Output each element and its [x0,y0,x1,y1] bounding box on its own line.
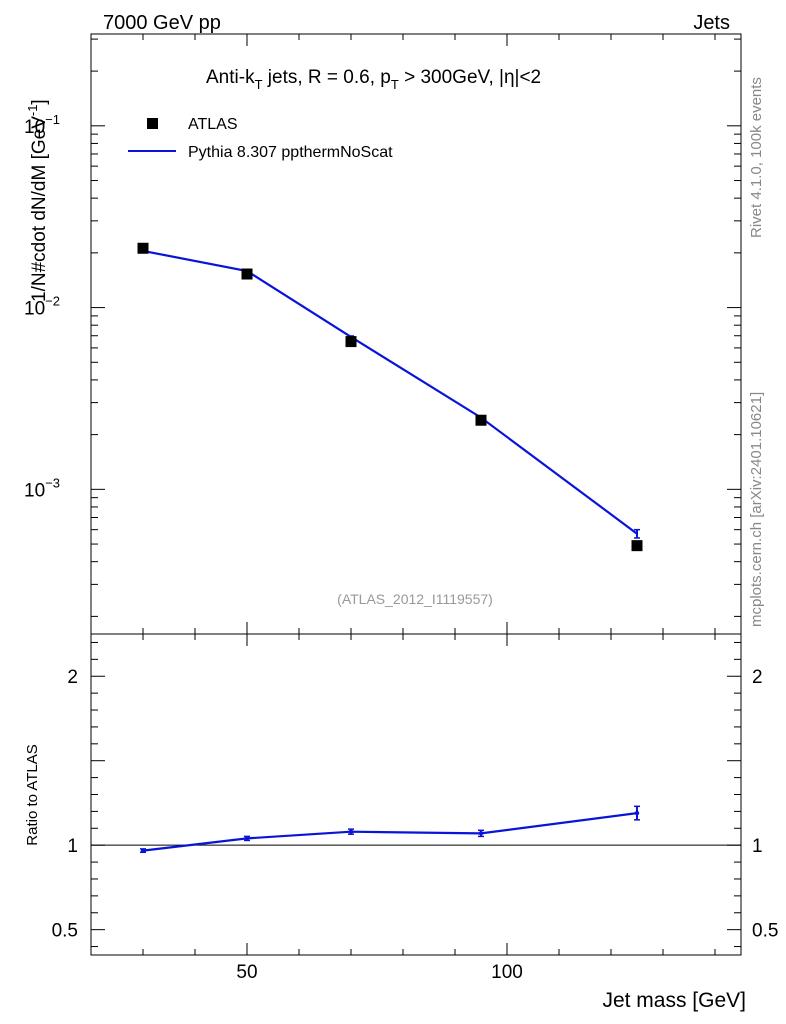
main-y-tick-label: 10−2 [24,294,60,320]
main-y-tick-label: 10−1 [24,112,60,138]
main-plot-title: Anti-kT jets, R = 0.6, pT > 300GeV, |η|<… [206,67,541,92]
ratio-panel: 50 100 0.5 0.5 1 1 2 2 [52,633,778,983]
legend-atlas-marker [147,118,158,129]
header-right-label: Jets [693,12,730,34]
ratio-y-tick-label-right: 1 [752,836,763,857]
atlas-data-point [241,268,253,280]
ratio-data-point [140,848,146,853]
header-left-label: 7000 GeV pp [103,12,221,34]
ratio-data-point [348,829,354,834]
ratio-data-point [478,831,484,836]
main-y-axis-label: 1/N#cdot dN/dM [GeV-1] [25,99,50,302]
ratio-y-tick-label: 2 [67,667,78,688]
pythia-series-line [142,249,638,535]
ratio-y-tick-label-right: 2 [752,667,763,688]
ratio-y-axis-label: Ratio to ATLAS [24,744,41,845]
ratio-plot-frame [90,633,742,956]
main-panel: 10−1 10−2 10−3 [24,33,742,635]
analysis-id-watermark: (ATLAS_2012_I1119557) [337,591,493,607]
atlas-data-point [137,242,149,254]
rivet-version-label: Rivet 4.1.0, 100k events [748,77,765,238]
ratio-y-tick-label: 1 [67,836,78,857]
legend-pythia-label: Pythia 8.307 ppthermNoScat [188,144,393,161]
x-tick-label: 50 [236,962,257,983]
ratio-y-tick-label-right: 0.5 [752,921,778,942]
ratio-data-point [634,810,640,816]
x-tick-label: 100 [491,962,523,983]
mcplots-reference-label: mcplots.cern.ch [arXiv:2401.10621] [748,392,765,627]
atlas-data-point [345,336,357,348]
atlas-data-point [631,540,643,552]
main-y-tick-label: 10−3 [24,475,60,501]
ratio-data-point [244,836,250,841]
atlas-data-point [475,414,487,426]
ratio-y-tick-label: 0.5 [52,921,78,942]
x-axis-label: Jet mass [GeV] [602,989,746,1012]
legend-atlas-label: ATLAS [188,116,238,133]
